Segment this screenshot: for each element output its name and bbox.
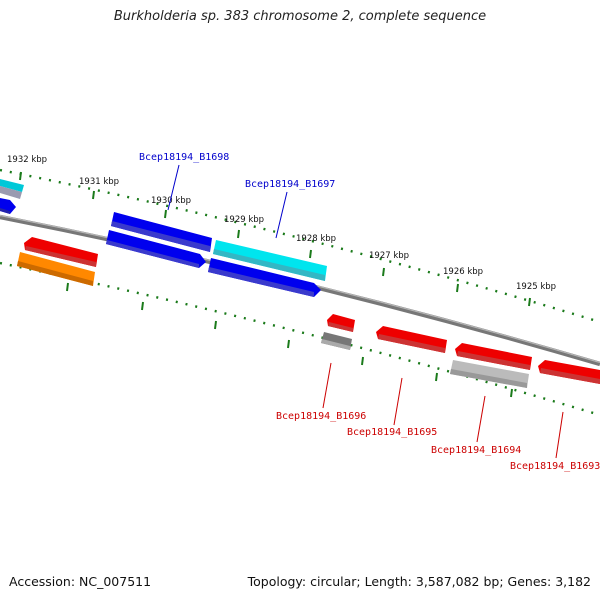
gene-label: Bcep18194_B1693	[510, 461, 600, 472]
tick-label: 1931 kbp	[79, 177, 119, 187]
map-title: Burkholderia sp. 383 chromosome 2, compl…	[113, 9, 487, 24]
tick-mark	[309, 249, 312, 259]
tick-mark	[66, 282, 69, 292]
gene-feature-partial	[0, 179, 24, 192]
outer-tick-ring-line	[0, 168, 600, 324]
tick-mark	[141, 301, 144, 311]
tick-mark	[214, 320, 217, 330]
leader-line	[275, 191, 288, 239]
tick-mark	[19, 171, 22, 181]
gene-labels: Bcep18194_B1698 Bcep18194_B1697 Bcep1819…	[139, 152, 600, 472]
tick-mark	[164, 209, 167, 219]
tick-label: 1930 kbp	[151, 196, 191, 206]
tick-label: 1925 kbp	[516, 282, 556, 292]
tick-labels: 1932 kbp 1931 kbp 1930 kbp 1929 kbp 1928…	[7, 155, 556, 292]
leader-line	[555, 411, 564, 459]
outer-tick-ring	[0, 168, 600, 324]
gene-label: Bcep18194_B1694	[431, 445, 521, 456]
leader-line	[393, 377, 403, 426]
gene-feature-shade	[321, 339, 350, 350]
genome-summary-text: Topology: circular; Length: 3,587,082 bp…	[247, 574, 591, 589]
reverse-strand-features	[17, 237, 600, 388]
gene-feature-shade	[328, 322, 353, 332]
tick-mark	[456, 283, 459, 293]
gene-feature-partial-shade	[0, 208, 10, 214]
tick-mark	[361, 356, 364, 366]
gene-feature-shade	[17, 261, 93, 286]
gene-feature-shade	[540, 368, 600, 384]
tick-label: 1928 kbp	[296, 234, 336, 244]
leader-line	[322, 362, 332, 409]
tick-label: 1932 kbp	[7, 155, 47, 165]
gene-feature-shade	[213, 249, 325, 281]
leader-line	[167, 164, 180, 211]
gene-feature	[106, 230, 206, 268]
gene-label: Bcep18194_B1696	[276, 411, 366, 422]
gene-label: Bcep18194_B1697	[245, 179, 335, 190]
tick-label: 1929 kbp	[224, 215, 264, 225]
gene-feature-shade	[450, 369, 527, 388]
gene-label-leaders	[167, 164, 564, 459]
tick-mark	[510, 388, 513, 398]
tick-label: 1926 kbp	[443, 267, 483, 277]
tick-mark	[92, 190, 95, 200]
gene-feature-partial	[0, 186, 22, 199]
tick-label: 1927 kbp	[369, 251, 409, 261]
gene-label: Bcep18194_B1698	[139, 152, 229, 163]
gene-feature-shade	[106, 240, 199, 268]
gene-feature-shade	[25, 246, 96, 267]
inner-tick-ring	[0, 261, 600, 417]
tick-mark	[435, 372, 438, 382]
gene-feature-shade	[378, 334, 445, 353]
tick-mark	[287, 339, 290, 349]
gene-feature-shade	[111, 221, 210, 252]
tick-mark	[528, 297, 531, 307]
tick-mark	[382, 267, 385, 277]
accession-text: Accession: NC_007511	[9, 574, 152, 589]
forward-strand-features	[0, 179, 327, 297]
leader-line	[476, 395, 486, 443]
gene-label: Bcep18194_B1695	[347, 427, 437, 438]
gene-feature-shade	[457, 351, 530, 370]
tick-mark	[237, 229, 240, 239]
gene-feature-shade	[208, 267, 314, 297]
inner-tick-ring-line	[0, 261, 600, 417]
